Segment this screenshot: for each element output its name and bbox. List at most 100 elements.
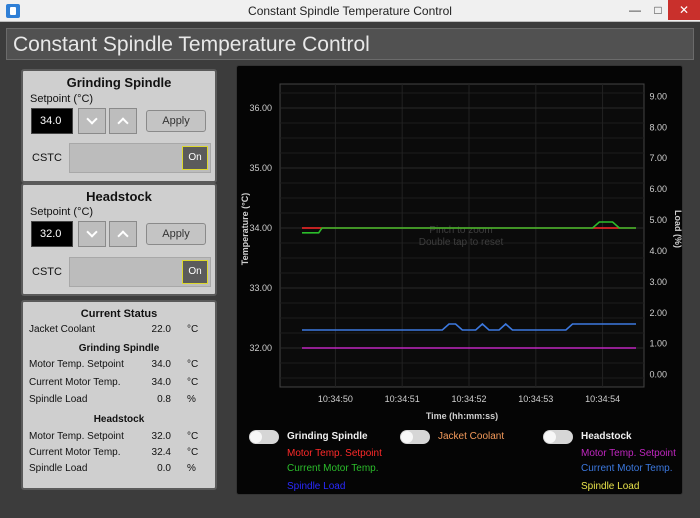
legend-item: Motor Temp. Setpoint	[581, 448, 676, 459]
y2-tick-label: 7.00	[649, 153, 667, 163]
chevron-down-icon	[86, 226, 98, 238]
status-row: Current Motor Temp. 32.4 °C	[29, 447, 209, 461]
headstock-decrease-button[interactable]	[78, 221, 106, 247]
status-value: 34.0	[151, 359, 171, 370]
legend-group-headstock: Headstock	[581, 431, 632, 442]
y2-tick-label: 6.00	[649, 184, 667, 194]
grinding-decrease-button[interactable]	[78, 108, 106, 134]
headstock-apply-button[interactable]: Apply	[146, 223, 206, 245]
grinding-spindle-title: Grinding Spindle	[66, 75, 172, 90]
page-title: Constant Spindle Temperature Control	[13, 33, 370, 56]
status-grinding-header: Grinding Spindle	[78, 343, 160, 354]
y-tick-label: 32.00	[249, 343, 272, 353]
minimize-button[interactable]: —	[629, 3, 641, 17]
headstock-setpoint-input[interactable]: 32.0	[31, 221, 73, 247]
grinding-cstc-toggle[interactable]: On	[69, 143, 211, 173]
headstock-increase-button[interactable]	[109, 221, 137, 247]
window-title: Constant Spindle Temperature Control	[248, 4, 452, 18]
x-tick-label: 10:34:53	[518, 394, 553, 404]
headstock-cstc-toggle[interactable]: On	[69, 257, 211, 287]
y-axis-label: Temperature (°C)	[240, 193, 250, 265]
chevron-up-icon	[117, 117, 129, 129]
grinding-increase-button[interactable]	[109, 108, 137, 134]
jacket-coolant-row: Jacket Coolant 22.0 °C	[29, 324, 209, 338]
grinding-cstc-label: CSTC	[32, 152, 62, 164]
legend-group-jacket-coolant: Jacket Coolant	[438, 431, 505, 442]
legend-item: Motor Temp. Setpoint	[287, 448, 382, 459]
status-label: Spindle Load	[29, 394, 88, 405]
close-button[interactable]: ✕	[668, 0, 700, 20]
legend-item: Current Motor Temp.	[581, 463, 673, 474]
y2-axis-label: Load (%)	[673, 210, 683, 248]
status-unit: °C	[187, 324, 199, 335]
app-icon	[6, 4, 20, 18]
status-value: 32.0	[151, 431, 171, 442]
app-header: Constant Spindle Temperature Control	[6, 28, 694, 60]
window-titlebar: Constant Spindle Temperature Control — □…	[0, 0, 700, 22]
plot-area	[279, 83, 645, 388]
status-value: 22.0	[151, 324, 171, 335]
chart-overlay-line2: Double tap to reset	[419, 237, 504, 248]
y-tick-label: 34.00	[249, 223, 272, 233]
x-tick-label: 10:34:54	[585, 394, 620, 404]
x-axis-label: Time (hh:mm:ss)	[426, 411, 498, 421]
y2-tick-label: 9.00	[649, 91, 667, 101]
status-unit: °C	[187, 431, 199, 442]
y2-tick-label: 1.00	[649, 339, 667, 349]
status-label: Current Motor Temp.	[29, 377, 121, 388]
status-label: Spindle Load	[29, 463, 88, 474]
chart-overlay-line1: Pinch to zoom	[429, 225, 492, 236]
grinding-cstc-toggle-knob: On	[182, 146, 208, 170]
legend-toggle-jacket-coolant[interactable]	[400, 430, 430, 444]
y-tick-label: 35.00	[249, 163, 272, 173]
maximize-button[interactable]: □	[654, 3, 662, 17]
status-label: Motor Temp. Setpoint	[29, 359, 124, 370]
x-tick-label: 10:34:51	[385, 394, 420, 404]
status-value: 0.0	[157, 463, 171, 474]
status-label: Current Motor Temp.	[29, 447, 121, 458]
status-value: 34.0	[151, 377, 171, 388]
status-unit: %	[187, 463, 196, 474]
y-tick-label: 36.00	[249, 103, 272, 113]
y2-tick-label: 2.00	[649, 308, 667, 318]
x-tick-label: 10:34:50	[318, 394, 353, 404]
legend-item: Current Motor Temp.	[287, 463, 379, 474]
series-line-grinding-spindle-current-motor-temp-	[302, 221, 636, 234]
legend-toggle-grinding-spindle[interactable]	[249, 430, 279, 444]
y2-tick-label: 5.00	[649, 215, 667, 225]
series-line-headstock-current-motor-temp-	[302, 322, 636, 331]
status-value: 32.4	[151, 447, 171, 458]
y2-tick-label: 8.00	[649, 122, 667, 132]
grinding-setpoint-label: Setpoint (°C)	[30, 93, 94, 105]
status-label: Jacket Coolant	[29, 324, 96, 335]
status-unit: °C	[187, 377, 199, 388]
chart-panel: 36.00 35.00 34.00 33.00 32.00 9.00 8.00 7.00 6.…	[236, 65, 683, 495]
legend-toggle-headstock[interactable]	[543, 430, 573, 444]
y2-tick-label: 3.00	[649, 277, 667, 287]
status-label: Motor Temp. Setpoint	[29, 431, 124, 442]
legend-group-grinding-spindle: Grinding Spindle	[287, 431, 368, 442]
legend-item: Spindle Load	[287, 481, 346, 492]
y2-tick-label: 0.00	[649, 370, 667, 380]
status-row: Motor Temp. Setpoint 34.0 °C	[29, 359, 209, 373]
temperature-chart[interactable]: 36.00 35.00 34.00 33.00 32.00 9.00 8.00 7.00 6.…	[237, 66, 684, 426]
status-unit: °C	[187, 359, 199, 370]
chevron-up-icon	[117, 230, 129, 242]
status-headstock-header: Headstock	[93, 414, 145, 425]
headstock-setpoint-label: Setpoint (°C)	[30, 206, 94, 218]
status-row: Spindle Load 0.8 %	[29, 394, 209, 408]
status-unit: °C	[187, 447, 199, 458]
headstock-title: Headstock	[86, 189, 152, 204]
status-row: Spindle Load 0.0 %	[29, 463, 209, 477]
status-value: 0.8	[157, 394, 171, 405]
headstock-cstc-toggle-knob: On	[182, 260, 208, 284]
headstock-cstc-label: CSTC	[32, 266, 62, 278]
grinding-apply-button[interactable]: Apply	[146, 110, 206, 132]
headstock-panel: Headstock Setpoint (°C) 32.0 Apply CSTC …	[21, 183, 217, 296]
grinding-spindle-panel: Grinding Spindle Setpoint (°C) 34.0 Appl…	[21, 69, 217, 183]
y2-tick-label: 4.00	[649, 246, 667, 256]
chevron-down-icon	[86, 113, 98, 125]
grinding-setpoint-input[interactable]: 34.0	[31, 108, 73, 134]
status-unit: %	[187, 394, 196, 405]
legend-item: Spindle Load	[581, 481, 640, 492]
